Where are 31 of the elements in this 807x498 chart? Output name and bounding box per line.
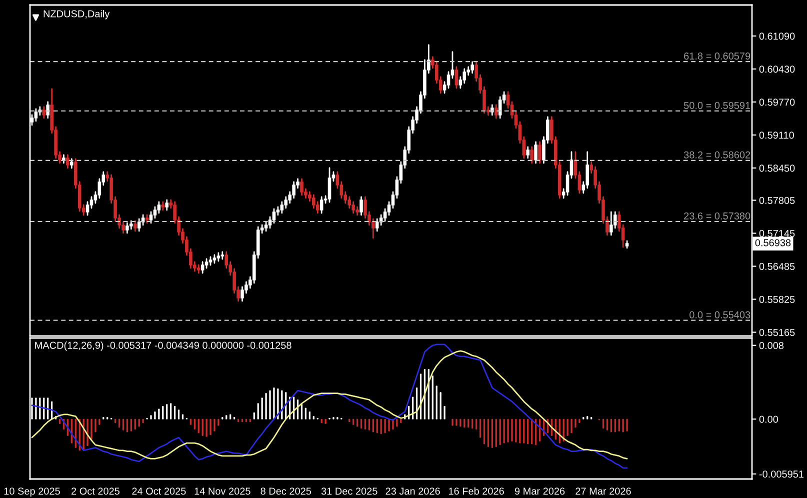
x-tick-label: 10 Sep 2025 [4,488,60,497]
chart-title: NZDUSD,Daily [44,10,110,20]
ref-line-label: 50.0 = 0.59591 [684,102,750,109]
y-tick-label: 0.60430 [759,66,795,73]
y-tick-label: 0.57805 [759,196,795,204]
y-tick-label: 0.008 [759,342,784,350]
y-tick-label: 0.59770 [759,98,795,106]
y-tick-label: 0.61090 [759,32,795,40]
y-tick-label: 0.55165 [759,328,795,336]
y-tick-label: 0.59110 [759,132,794,139]
x-tick-label: 9 Mar 2026 [514,488,565,495]
ref-line-label: 61.8 = 0.60579 [684,52,750,60]
x-tick-label: 27 Mar 2026 [576,488,631,495]
x-tick-label: 16 Feb 2026 [448,487,504,495]
x-tick-label: 2 Oct 2025 [72,488,120,495]
y-tick-label: 0.56485 [759,262,795,270]
x-tick-label: 23 Jan 2026 [386,488,440,495]
y-tick-label: 0.57145 [759,230,795,237]
x-tick-label: 24 Oct 2025 [132,488,186,495]
y-tick-label: 0.55825 [759,296,795,303]
text: 0.56938 [755,239,791,246]
x-tick-label: 14 Nov 2025 [194,488,250,495]
ref-line-label: 23.6 = 0.57380 [684,212,750,220]
y-tick-label: 0.00 [759,416,778,423]
ref-line-label: 0.0 = 0.55403 [690,311,750,318]
chart-title: MACD(12,26,9) -0.005317 -0.004349 0.000000 -0.001258 [35,342,292,351]
x-tick-label: 31 Dec 2025 [321,488,378,495]
x-tick-label: 8 Dec 2025 [260,488,312,495]
y-tick-label: 0.58450 [759,164,795,172]
ref-line-label: 38.2 = 0.58602 [684,151,750,158]
y-tick-label: -0.005951 [759,470,804,478]
